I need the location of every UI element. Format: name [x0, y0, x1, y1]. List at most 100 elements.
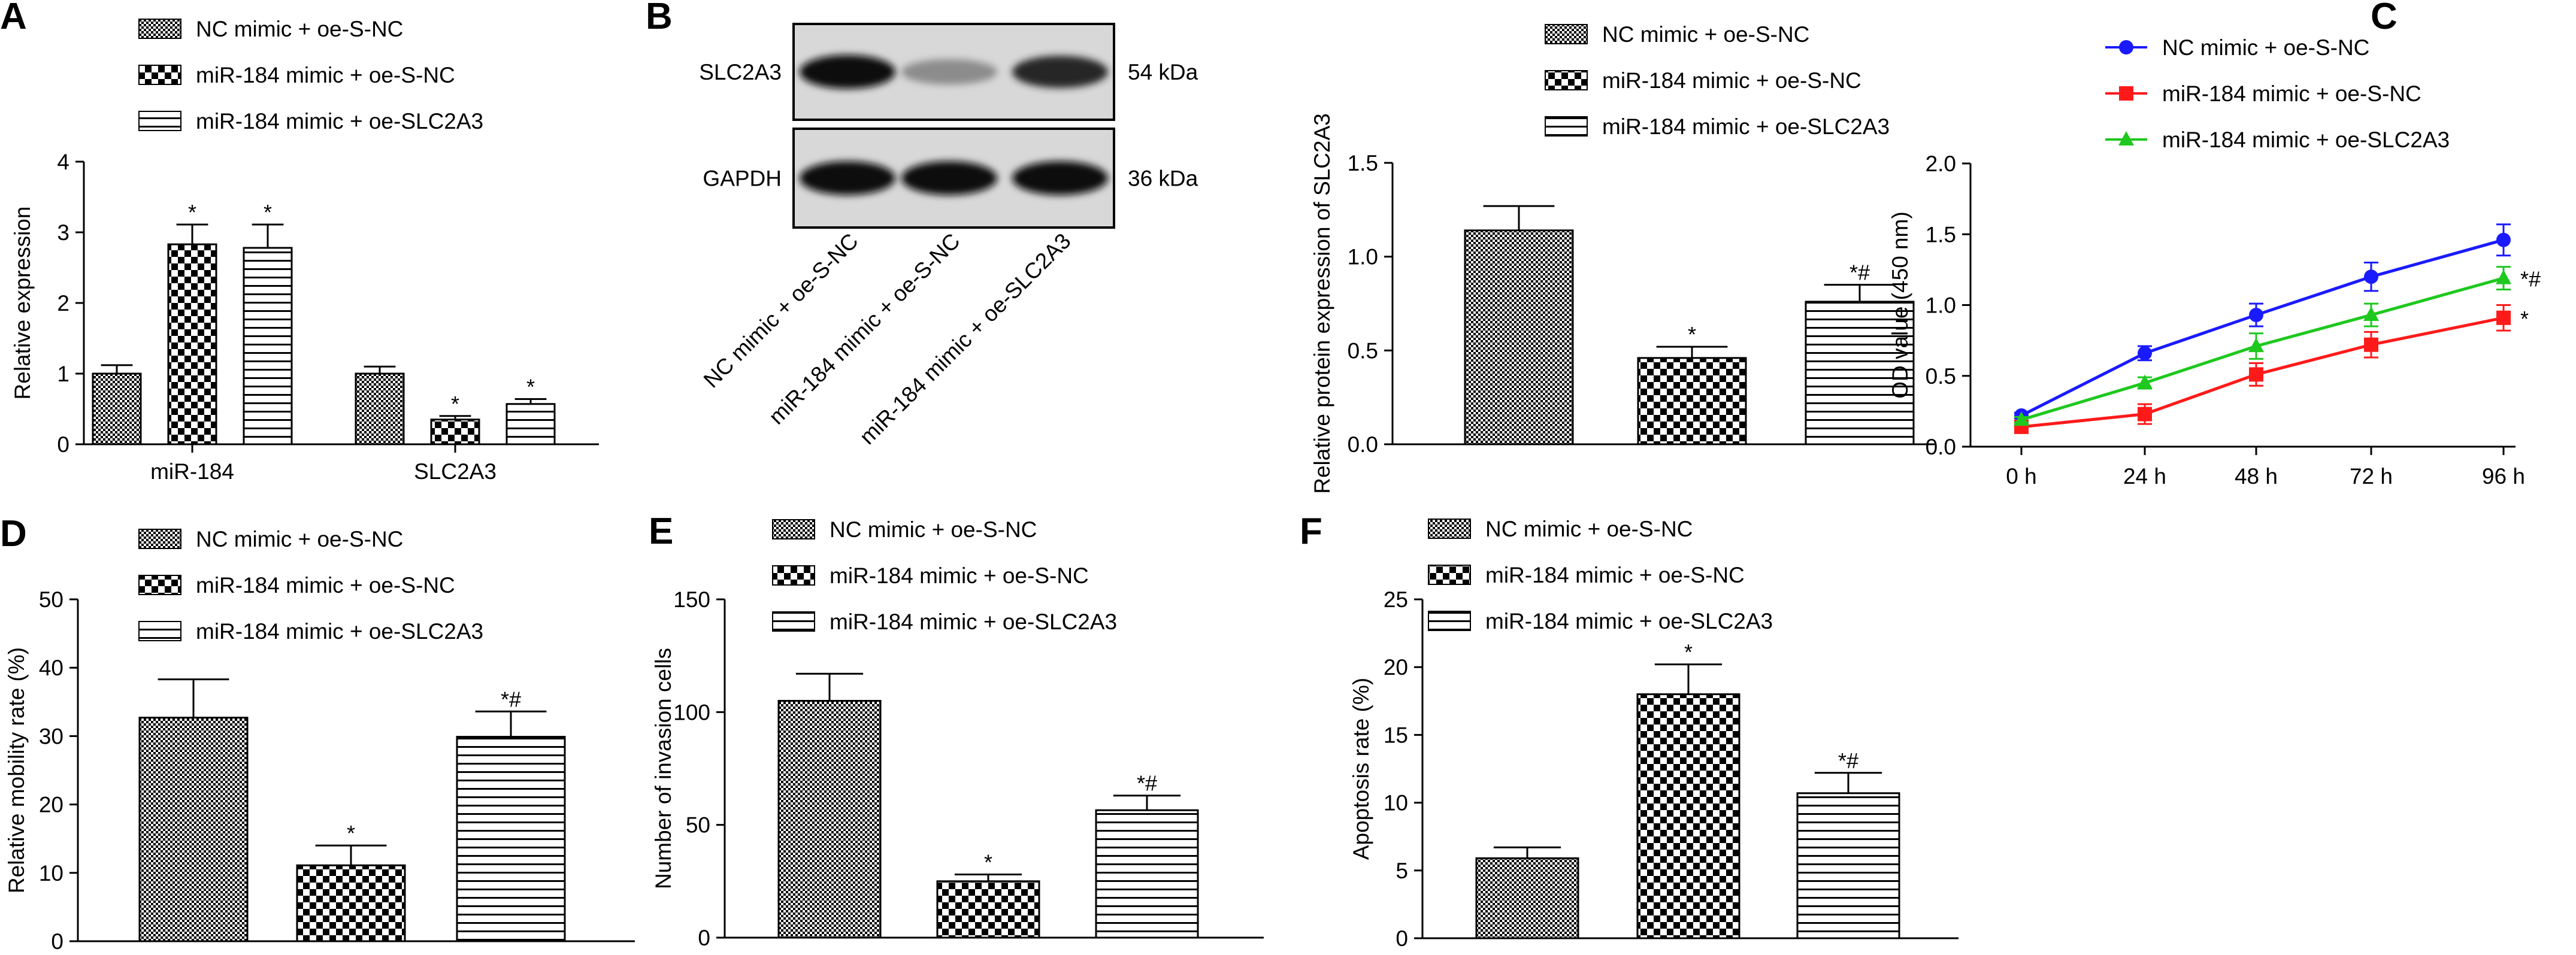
y-tick-label: 10 — [39, 861, 63, 886]
x-tick-label: miR-184 — [150, 459, 234, 484]
y-tick-label: 2 — [57, 291, 69, 316]
significance-mark: * — [451, 392, 459, 416]
x-tick-label: 96 h — [2482, 464, 2525, 489]
y-tick-label: 0 — [1396, 926, 1408, 951]
legend-label: NC mimic + oe-S-NC — [1485, 517, 1693, 541]
legend-label: NC mimic + oe-S-NC — [830, 517, 1037, 542]
significance-mark: *# — [2520, 267, 2541, 292]
y-tick-label: 25 — [1384, 587, 1408, 612]
legend-label: miR-184 mimic + oe-SLC2A3 — [1602, 114, 1890, 139]
y-tick-label: 1.5 — [1348, 151, 1378, 175]
legend-label: miR-184 mimic + oe-S-NC — [196, 63, 455, 87]
legend-label: miR-184 mimic + oe-S-NC — [1485, 563, 1745, 587]
blot-lane-label: miR-184 mimic + oe-S-NC — [764, 229, 965, 429]
blot-band — [901, 161, 997, 195]
y-tick-label: 5 — [1396, 859, 1408, 883]
y-tick-label: 1.0 — [1348, 245, 1378, 269]
legend-swatch — [1545, 116, 1588, 137]
blot-row-label: SLC2A3 — [699, 60, 782, 84]
y-tick-label: 0.0 — [1926, 435, 1956, 459]
data-point — [2496, 310, 2511, 325]
y-tick-label: 50 — [686, 813, 710, 838]
significance-mark: * — [1688, 322, 1696, 347]
x-tick-label: 24 h — [2123, 464, 2166, 489]
panel-letter: A — [0, 0, 27, 37]
bar — [1796, 792, 1900, 939]
legend-label: NC mimic + oe-S-NC — [196, 527, 403, 551]
y-tick-label: 0 — [698, 926, 710, 950]
y-tick-label: 0.5 — [1926, 364, 1956, 389]
legend-label: miR-184 mimic + oe-SLC2A3 — [2162, 128, 2450, 152]
blot-row-label: GAPDH — [703, 166, 782, 191]
bar — [138, 717, 249, 942]
x-tick-label: 72 h — [2350, 464, 2393, 489]
legend-swatch — [1428, 519, 1471, 539]
y-axis-title: Apoptosis rate (%) — [1349, 678, 1373, 860]
y-tick-label: 0.0 — [1348, 432, 1378, 457]
y-tick-label: 40 — [39, 656, 63, 680]
legend-swatch — [1545, 70, 1588, 90]
legend-swatch — [138, 621, 181, 641]
bar — [430, 419, 480, 445]
significance-mark: *# — [1838, 748, 1858, 773]
legend-swatch — [138, 529, 181, 549]
y-tick-label: 2.0 — [1926, 151, 1956, 176]
significance-mark: *# — [1849, 260, 1870, 285]
series-line — [2021, 277, 2504, 422]
legend-swatch — [138, 65, 181, 85]
y-tick-label: 20 — [39, 793, 63, 817]
y-tick-label: 15 — [1384, 723, 1408, 747]
legend-swatch — [138, 575, 181, 595]
blot-band — [1012, 161, 1108, 195]
bar — [355, 372, 405, 445]
significance-mark: * — [1684, 640, 1693, 665]
significance-mark: * — [984, 850, 992, 875]
y-tick-label: 4 — [57, 150, 69, 174]
legend-label: NC mimic + oe-S-NC — [196, 17, 403, 41]
data-point — [2364, 269, 2378, 284]
bar — [1095, 809, 1199, 939]
y-axis-title: Number of invasion cells — [651, 648, 676, 889]
legend-label: NC mimic + oe-S-NC — [1602, 22, 1809, 47]
y-tick-label: 3 — [57, 220, 69, 245]
legend-swatch — [772, 565, 815, 586]
bar — [936, 880, 1040, 939]
panel-letter: F — [1300, 511, 1322, 552]
x-tick-label: 0 h — [2006, 464, 2036, 489]
bar — [296, 864, 406, 942]
significance-mark: * — [347, 821, 355, 845]
y-tick-label: 100 — [673, 700, 710, 724]
data-point — [2248, 338, 2264, 353]
legend-label: miR-184 mimic + oe-SLC2A3 — [830, 610, 1117, 634]
y-axis-title: Relative expression — [10, 207, 35, 400]
bar — [505, 403, 556, 445]
legend-label: miR-184 mimic + oe-SLC2A3 — [1485, 609, 1773, 633]
blot-band — [800, 161, 895, 195]
legend-swatch — [1428, 565, 1471, 585]
bar — [1805, 301, 1915, 445]
significance-mark: * — [526, 374, 535, 399]
data-point — [2138, 345, 2152, 360]
data-point — [2138, 407, 2152, 422]
legend-label: miR-184 mimic + oe-S-NC — [830, 563, 1089, 588]
panel-letter: C — [2371, 0, 2398, 37]
y-tick-label: 30 — [39, 724, 63, 748]
legend-marker — [2118, 131, 2134, 145]
chart-panel-D: D NC mimic + oe-S-NC miR-184 mimic + oe-S-… — [0, 513, 635, 954]
y-tick-label: 150 — [673, 587, 710, 612]
chart-panel-C: CNC mimic + oe-S-NC miR-184 mimic + oe-S-… — [1888, 0, 2541, 489]
y-tick-label: 1.5 — [1926, 222, 1956, 247]
y-tick-label: 1.0 — [1926, 293, 1956, 318]
y-axis-title: OD value (450 nm) — [1888, 211, 1912, 399]
bar — [1636, 693, 1740, 939]
legend-swatch — [138, 19, 181, 39]
blot-band — [800, 54, 895, 89]
bar — [243, 247, 293, 445]
blot-size-label: 54 kDa — [1128, 60, 1198, 84]
legend-label: miR-184 mimic + oe-SLC2A3 — [196, 619, 483, 644]
y-tick-label: 0 — [57, 432, 69, 457]
data-point — [2137, 374, 2153, 389]
legend-swatch — [138, 111, 181, 131]
